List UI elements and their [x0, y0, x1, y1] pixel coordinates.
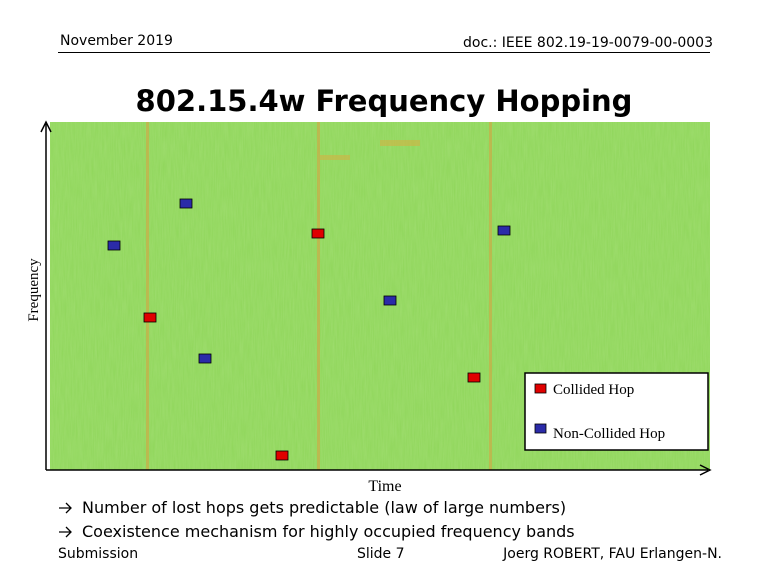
- non-collided-hop: [179, 198, 193, 209]
- y-arrow: [40, 120, 52, 133]
- y-axis-label: Frequency: [26, 258, 42, 322]
- legend-label: Non-Collided Hop: [553, 426, 665, 442]
- header-rule: [58, 52, 710, 53]
- bullet-arrow: [59, 502, 72, 514]
- collided-hop: [143, 312, 157, 323]
- header-date: November 2019: [60, 33, 173, 49]
- footer-center: Slide 7: [357, 546, 405, 562]
- non-collided-hop: [497, 225, 511, 236]
- legend-box: [524, 372, 709, 451]
- hops: [107, 198, 511, 461]
- collided-hop: [311, 228, 325, 239]
- bullet: Coexistence mechanism for highly occupie…: [82, 522, 575, 541]
- collided-hop: [275, 450, 289, 461]
- non-collided-hop: [198, 353, 212, 364]
- header-doc: doc.: IEEE 802.19-19-0079-00-0003: [463, 35, 713, 51]
- legend-swatch: [534, 383, 547, 394]
- x-axis-label: Time: [368, 478, 401, 495]
- bullet-arrow: [59, 526, 72, 538]
- interference-lines: [146, 122, 492, 470]
- collided-hop: [467, 372, 481, 383]
- footer-left: Submission: [58, 546, 139, 562]
- legend-swatch: [534, 423, 547, 434]
- non-collided-hop: [107, 240, 121, 251]
- footer-right: Joerg ROBERT, FAU Erlangen-N.: [503, 546, 722, 562]
- legend-label: Collided Hop: [553, 382, 634, 398]
- x-arrow: [699, 464, 712, 476]
- non-collided-hop: [383, 295, 397, 306]
- slide-title: 802.15.4w Frequency Hopping: [135, 84, 633, 118]
- bullet: Number of lost hops gets predictable (la…: [82, 498, 567, 517]
